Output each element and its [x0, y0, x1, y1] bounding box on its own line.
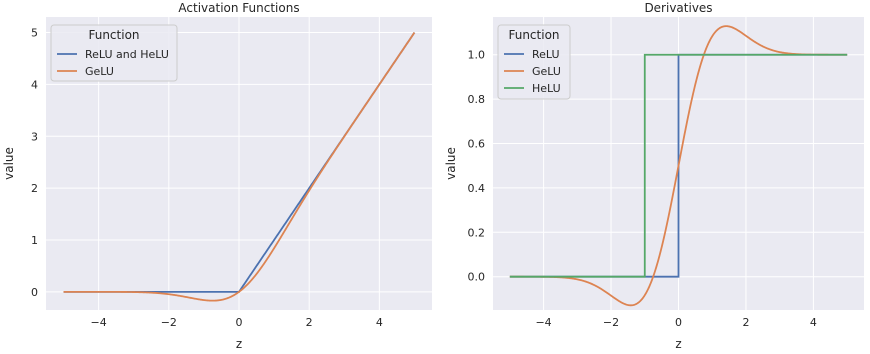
- legend-title: Function: [88, 28, 139, 42]
- x-tick-label: −2: [603, 316, 619, 329]
- x-tick-label: 4: [810, 316, 817, 329]
- legend-entry: ReLU and HeLU: [85, 48, 169, 61]
- activation-chart: −4 −2 0 2 4 0 1 2 3 4 5 Activation Functions z value F…: [2, 1, 432, 351]
- x-tick-label: 0: [236, 316, 243, 329]
- x-tick-label: 2: [306, 316, 313, 329]
- chart-title: Derivatives: [644, 1, 712, 15]
- legend-title: Function: [508, 28, 559, 42]
- x-tick-label: 4: [376, 316, 383, 329]
- x-axis-label: z: [236, 337, 242, 351]
- legend: Function ReLU GeLU HeLU: [497, 24, 571, 100]
- y-tick-label: 3: [31, 130, 38, 143]
- y-tick-label: 0.6: [468, 138, 486, 151]
- series-line-gelu: [509, 25, 848, 307]
- legend-entry: ReLU: [532, 48, 560, 61]
- x-tick-label: −2: [161, 316, 177, 329]
- y-tick-label: 0.8: [468, 93, 486, 106]
- y-tick-label: 5: [31, 27, 38, 40]
- y-axis-label: value: [2, 147, 16, 180]
- y-tick-label: 1.0: [468, 49, 486, 62]
- legend-box: [497, 24, 571, 100]
- y-tick-label: 0.4: [468, 182, 486, 195]
- y-tick-label: 4: [31, 78, 38, 91]
- x-tick-label: −4: [91, 316, 107, 329]
- y-tick-label: 0: [31, 286, 38, 299]
- chart-title: Activation Functions: [178, 1, 299, 15]
- legend-entry: HeLU: [532, 82, 561, 95]
- series-line-helu: [509, 53, 848, 278]
- x-tick-label: 0: [675, 316, 682, 329]
- series-line-gelu: [63, 32, 416, 302]
- legend-entry: GeLU: [532, 65, 561, 78]
- derivative-chart: −4 −2 0 2 4 0.0 0.2 0.4 0.6 0.8 1.0 Derivatives z val…: [444, 1, 864, 351]
- x-tick-label: −4: [535, 316, 551, 329]
- y-tick-label: 0.0: [468, 271, 486, 284]
- x-tick-label: 2: [742, 316, 749, 329]
- y-tick-label: 1: [31, 234, 38, 247]
- y-tick-label: 0.2: [468, 226, 486, 239]
- legend-box: [50, 24, 178, 82]
- legend-entry: GeLU: [85, 65, 114, 78]
- x-axis-label: z: [675, 337, 681, 351]
- y-tick-label: 2: [31, 182, 38, 195]
- y-axis-label: value: [444, 147, 458, 180]
- legend: Function ReLU and HeLU GeLU: [50, 24, 178, 82]
